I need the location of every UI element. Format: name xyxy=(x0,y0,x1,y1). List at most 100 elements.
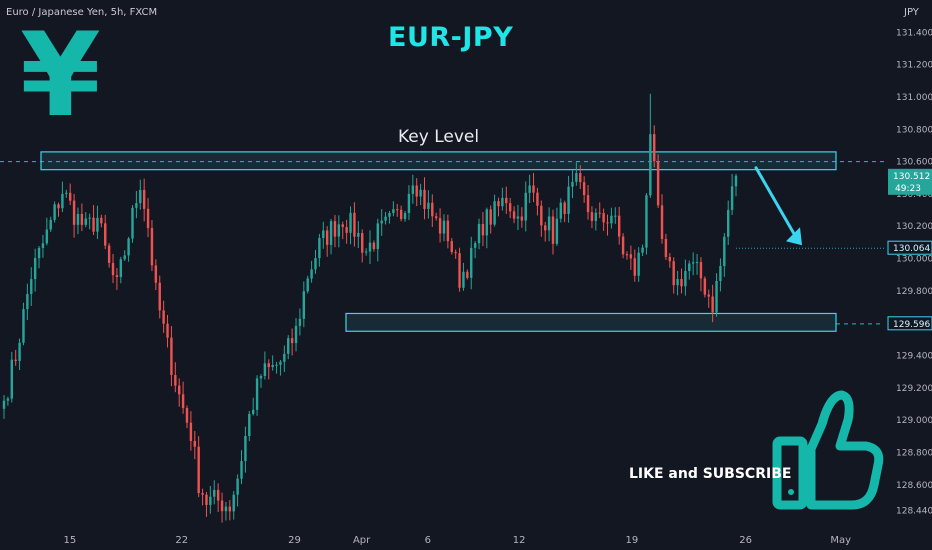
thumbs-up-icon xyxy=(772,390,884,510)
candle-body xyxy=(695,262,699,264)
candle-body xyxy=(244,436,247,462)
candle-body xyxy=(65,192,68,194)
candle-body xyxy=(699,262,703,279)
candle-body xyxy=(380,220,383,224)
candle-body xyxy=(283,353,286,362)
candle-body xyxy=(349,212,352,233)
price-label-value: 129.596 xyxy=(893,320,930,330)
candle-body xyxy=(318,237,321,259)
candle-body xyxy=(80,213,84,225)
y-tick-label: 129.000 xyxy=(896,416,932,426)
candle-body xyxy=(115,275,119,277)
y-tick-label: 131.400 xyxy=(896,28,932,38)
candle-body xyxy=(520,216,524,221)
candle-body xyxy=(259,375,263,379)
like-subscribe-label: LIKE and SUBSCRIBE xyxy=(629,466,792,482)
candle-body xyxy=(57,204,60,209)
candle-body xyxy=(41,243,45,248)
y-tick-label: 128.800 xyxy=(896,448,932,458)
y-tick-label: 131.000 xyxy=(896,93,932,103)
candle-body xyxy=(719,266,722,281)
candle-body xyxy=(255,378,259,410)
candle-body xyxy=(508,203,512,212)
candle-body xyxy=(610,215,613,224)
candle-body xyxy=(419,189,422,197)
candle-body xyxy=(617,215,621,237)
price-label-value: 130.512 xyxy=(893,172,930,182)
candle-body xyxy=(181,394,185,409)
candle-body xyxy=(26,294,29,310)
candle-body xyxy=(676,279,679,286)
candle-body xyxy=(540,205,543,226)
y-tick-label: 129.800 xyxy=(896,287,932,297)
candle-body xyxy=(10,359,13,399)
y-tick-label: 128.440 xyxy=(896,507,932,517)
candle-body xyxy=(633,258,636,276)
candle-body xyxy=(571,181,574,187)
candle-body xyxy=(579,173,582,183)
candle-body xyxy=(30,279,33,295)
candle-body xyxy=(727,209,730,237)
candle-body xyxy=(353,212,356,237)
candle-body xyxy=(547,216,551,231)
candle-body xyxy=(154,265,158,283)
candle-body xyxy=(372,242,376,250)
candle-body xyxy=(333,221,337,237)
candle-body xyxy=(493,201,496,225)
candle-body xyxy=(625,254,629,256)
candle-body xyxy=(2,400,6,409)
candle-body xyxy=(707,294,710,297)
candle-body xyxy=(6,398,10,401)
candle-body xyxy=(166,323,169,338)
candle-body xyxy=(438,218,442,234)
candle-body xyxy=(216,489,220,501)
candle-body xyxy=(127,238,130,256)
candle-body xyxy=(131,207,134,239)
x-tick-label: 22 xyxy=(175,535,188,546)
candle-body xyxy=(660,205,664,239)
price-labels: 130.512 49:23 130.064 129.596 xyxy=(887,168,932,331)
candle-body xyxy=(641,247,644,253)
candle-body xyxy=(598,212,601,214)
symbol-title[interactable]: Euro / Japanese Yen, 5h, FXCM xyxy=(6,7,158,18)
x-tick-label: 6 xyxy=(425,535,431,546)
candle-body xyxy=(536,192,539,206)
candle-body xyxy=(711,296,714,313)
candle-body xyxy=(146,208,150,229)
resistance-zone xyxy=(40,151,837,171)
candle-body xyxy=(201,493,204,495)
candle-body xyxy=(637,252,640,276)
key-level-label: Key Level xyxy=(398,127,480,147)
candle-body xyxy=(240,461,243,479)
candle-body xyxy=(14,359,17,361)
candle-body xyxy=(279,361,282,365)
candle-body xyxy=(528,185,531,193)
price-axis: 131.400 131.200 131.000 130.800 130.600 130.4… xyxy=(896,28,932,516)
candle-body xyxy=(606,222,609,224)
candle-body xyxy=(209,496,212,505)
candle-body xyxy=(123,255,126,260)
candle-body xyxy=(621,236,625,255)
price-label-countdown: 49:23 xyxy=(895,184,921,194)
candle-body xyxy=(104,223,107,246)
candle-body xyxy=(629,254,633,259)
candle-body xyxy=(267,363,270,368)
candle-body xyxy=(672,261,675,286)
candle-body xyxy=(590,212,594,221)
candle-body xyxy=(119,259,123,277)
arrow-down-right-icon xyxy=(754,166,802,246)
y-tick-label: 128.600 xyxy=(896,481,932,491)
candle-body xyxy=(49,219,52,230)
candle-body xyxy=(431,202,434,217)
candle-body xyxy=(224,506,228,512)
currency-label[interactable]: JPY xyxy=(901,6,922,19)
candle-body xyxy=(205,494,208,505)
candle-body xyxy=(174,374,177,386)
candle-body xyxy=(368,242,372,252)
candle-body xyxy=(645,195,648,248)
candle-body xyxy=(185,408,189,423)
x-tick-label: Apr xyxy=(353,535,371,546)
y-tick-label: 130.000 xyxy=(896,255,932,265)
candle-body xyxy=(715,280,718,313)
